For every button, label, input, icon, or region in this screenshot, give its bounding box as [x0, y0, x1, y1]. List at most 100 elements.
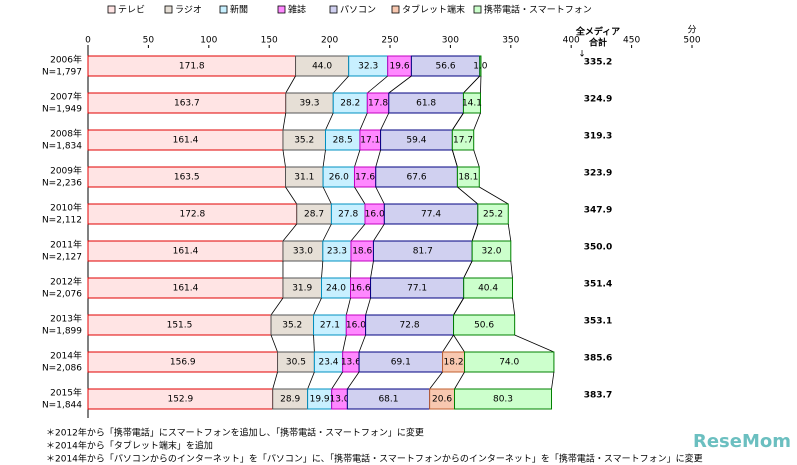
connector [359, 112, 368, 131]
legend-swatch [107, 5, 116, 14]
connector [429, 371, 443, 390]
legend-label: パソコン [340, 5, 376, 16]
data-label: 14.1 [462, 99, 482, 109]
connector [457, 186, 479, 205]
data-label: 18.6 [352, 247, 372, 257]
row-label: 2009年 [50, 165, 82, 177]
connector [285, 75, 296, 94]
logo: ReseMom [693, 431, 791, 452]
data-label: 32.3 [358, 62, 378, 72]
legend-swatch [329, 5, 338, 14]
connector [332, 75, 349, 94]
data-label: 27.8 [338, 210, 358, 220]
data-label: 19.6 [390, 62, 410, 72]
x-tick-label: 150 [261, 36, 278, 46]
data-label: 17.1 [360, 136, 380, 146]
data-label: 28.5 [333, 136, 353, 146]
bar-segment [451, 129, 475, 151]
data-label: 18.1 [458, 173, 478, 183]
bar-segment [479, 55, 482, 77]
data-label: 17.6 [355, 173, 375, 183]
bar-segment [464, 351, 555, 373]
data-label: 13.0 [329, 395, 349, 405]
connector [322, 149, 326, 168]
legend-swatch [277, 5, 286, 14]
total-header: 全メディア [575, 26, 620, 38]
data-label: 16.0 [365, 210, 385, 220]
connector [463, 260, 473, 279]
data-label: 74.0 [499, 358, 519, 368]
connector [342, 334, 347, 353]
row-sample: N=1,899 [42, 327, 82, 337]
data-label: 77.1 [407, 284, 427, 294]
connector [270, 297, 284, 316]
legend-swatch [219, 5, 228, 14]
data-label: 77.4 [421, 210, 441, 220]
connector [285, 186, 298, 205]
data-label: 44.0 [312, 62, 332, 72]
connector [322, 223, 332, 242]
connector [451, 149, 458, 168]
total-label: 385.6 [584, 354, 612, 364]
data-label: 156.9 [170, 358, 196, 368]
data-label: 25.2 [483, 210, 503, 220]
data-label: 16.6 [351, 284, 371, 294]
total-label: 347.9 [584, 206, 612, 216]
row-label: 2007年 [50, 91, 82, 103]
footnote: ＊2014年から「パソコンからのインターネット」を「パソコン」に、「携帯電話・ス… [46, 453, 703, 465]
connector [514, 334, 555, 353]
row-sample: N=1,834 [42, 142, 82, 152]
data-label: 24.0 [326, 284, 346, 294]
connector [365, 297, 371, 316]
legend-label: テレビ [118, 5, 145, 16]
connector [313, 297, 322, 316]
connector [322, 186, 332, 205]
total-header: 合計 [589, 37, 607, 49]
row-sample: N=2,086 [42, 364, 82, 374]
total-label: 383.7 [584, 391, 612, 401]
connector [282, 112, 287, 131]
x-unit: 分 [687, 25, 696, 36]
row-sample: N=1,949 [42, 105, 82, 115]
x-tick-label: 200 [321, 36, 338, 46]
data-label: 17.8 [368, 99, 388, 109]
connector [367, 75, 388, 94]
connector [272, 371, 278, 390]
connector [463, 75, 481, 94]
data-label: 35.2 [294, 136, 314, 146]
data-label: 30.5 [286, 358, 306, 368]
bar-segment [454, 388, 553, 410]
data-label: 33.0 [293, 247, 313, 257]
connector [512, 297, 516, 316]
data-label: 161.4 [173, 247, 199, 257]
bar-segment [471, 240, 512, 262]
connector [510, 260, 513, 279]
row-label: 2010年 [50, 202, 82, 214]
data-label: 18.2 [444, 358, 464, 368]
legend-label: 携帯電話・スマートフォン [484, 4, 592, 16]
legend-label: タブレット端末 [402, 4, 465, 16]
connector [453, 334, 465, 353]
data-label: 69.1 [391, 358, 411, 368]
connector [471, 223, 479, 242]
x-tick-label: 350 [502, 36, 519, 46]
x-tick-label: 100 [200, 36, 217, 46]
connector [375, 149, 381, 168]
data-label: 1.0 [473, 62, 488, 72]
data-label: 23.3 [327, 247, 347, 257]
legend-swatch [391, 5, 400, 14]
connector [307, 371, 315, 390]
x-tick-label: 50 [143, 36, 155, 46]
connector [282, 223, 298, 242]
data-label: 161.4 [173, 284, 199, 294]
data-label: 27.1 [320, 321, 340, 331]
row-label: 2006年 [50, 54, 82, 66]
data-label: 28.9 [280, 395, 300, 405]
data-label: 32.0 [481, 247, 501, 257]
connector [473, 112, 481, 131]
connector [551, 371, 555, 390]
x-tick-label: 500 [683, 36, 700, 46]
data-label: 40.4 [478, 284, 498, 294]
connector [358, 334, 366, 353]
legend-label: 雑誌 [288, 4, 306, 16]
